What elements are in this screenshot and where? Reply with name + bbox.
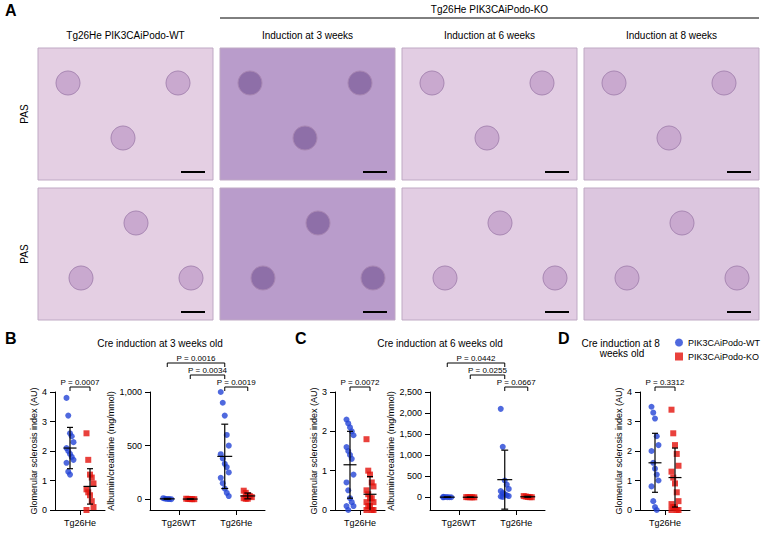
svg-text:2: 2 (322, 426, 327, 436)
svg-text:4: 4 (627, 387, 632, 397)
svg-text:Cre induction at 6 weeks old: Cre induction at 6 weeks old (377, 338, 503, 349)
svg-text:Glomerular sclerosis index (AU: Glomerular sclerosis index (AU) (309, 387, 319, 514)
svg-text:0: 0 (627, 505, 632, 515)
svg-text:Tg26He PIK3CAiPodo-WT: Tg26He PIK3CAiPodo-WT (66, 30, 184, 41)
svg-text:Induction at 3 weeks: Induction at 3 weeks (262, 30, 353, 41)
svg-text:P = 0.0019: P = 0.0019 (217, 378, 256, 387)
svg-text:P = 0.0255: P = 0.0255 (468, 366, 507, 375)
svg-text:Cre induction at 8: Cre induction at 8 (581, 337, 663, 349)
svg-text:D: D (558, 330, 570, 347)
svg-text:P = 0.0667: P = 0.0667 (497, 378, 536, 387)
svg-text:1,500: 1,500 (399, 429, 422, 439)
svg-text:Tg26He: Tg26He (500, 518, 532, 528)
svg-text:P = 0.0442: P = 0.0442 (457, 354, 496, 363)
svg-text:P = 0.0072: P = 0.0072 (341, 378, 380, 387)
svg-text:Tg26He: Tg26He (64, 518, 96, 528)
svg-text:A: A (5, 2, 17, 19)
svg-text:Albumin/creatinine (mg/mmol): Albumin/creatinine (mg/mmol) (106, 391, 116, 511)
svg-text:Tg26He: Tg26He (649, 518, 681, 528)
svg-text:Albumin/creatinine (mg/mmol): Albumin/creatinine (mg/mmol) (386, 391, 396, 511)
svg-text:500: 500 (127, 441, 142, 451)
svg-text:1: 1 (627, 476, 632, 486)
svg-text:Tg26He: Tg26He (344, 518, 376, 528)
svg-text:3: 3 (42, 417, 47, 427)
svg-text:2: 2 (627, 446, 632, 456)
svg-text:C: C (295, 330, 307, 347)
svg-text:PIK3CAiPodo-WT: PIK3CAiPodo-WT (688, 338, 761, 348)
svg-text:Tg26WT: Tg26WT (441, 518, 476, 528)
svg-text:1,000: 1,000 (399, 450, 422, 460)
svg-text:3: 3 (627, 417, 632, 427)
svg-text:0: 0 (42, 505, 47, 515)
svg-text:Glomerular sclerosis index (AU: Glomerular sclerosis index (AU) (29, 387, 39, 514)
svg-text:P = 0.0034: P = 0.0034 (188, 366, 227, 375)
svg-text:1,000: 1,000 (119, 387, 142, 397)
svg-text:Induction at 6 weeks: Induction at 6 weeks (444, 30, 535, 41)
svg-text:PIK3CAiPodo-KO: PIK3CAiPodo-KO (688, 352, 759, 362)
svg-text:2: 2 (42, 446, 47, 456)
svg-text:P = 0.3312: P = 0.3312 (646, 378, 685, 387)
svg-text:1: 1 (42, 476, 47, 486)
svg-text:P = 0.0016: P = 0.0016 (177, 354, 216, 363)
svg-text:4: 4 (42, 387, 47, 397)
svg-text:0: 0 (137, 494, 142, 504)
svg-text:Tg26He PIK3CAiPodo-KO: Tg26He PIK3CAiPodo-KO (431, 4, 549, 15)
svg-text:weeks old: weeks old (599, 348, 644, 359)
svg-text:3: 3 (322, 387, 327, 397)
svg-text:Cre induction at 3 weeks old: Cre induction at 3 weeks old (97, 338, 223, 349)
svg-text:2,000: 2,000 (399, 408, 422, 418)
svg-text:Tg26WT: Tg26WT (161, 518, 196, 528)
svg-text:0: 0 (322, 505, 327, 515)
svg-text:PAS: PAS (19, 244, 30, 264)
svg-text:Induction at 8 weeks: Induction at 8 weeks (626, 30, 717, 41)
svg-text:Glomerular sclerosis index (AU: Glomerular sclerosis index (AU) (614, 387, 624, 514)
svg-text:B: B (5, 330, 17, 347)
svg-text:P = 0.0007: P = 0.0007 (61, 378, 100, 387)
svg-text:500: 500 (407, 471, 422, 481)
svg-text:PAS: PAS (19, 104, 30, 124)
svg-text:Tg26He: Tg26He (220, 518, 252, 528)
svg-text:1: 1 (322, 466, 327, 476)
svg-text:2,500: 2,500 (399, 387, 422, 397)
svg-text:0: 0 (417, 492, 422, 502)
